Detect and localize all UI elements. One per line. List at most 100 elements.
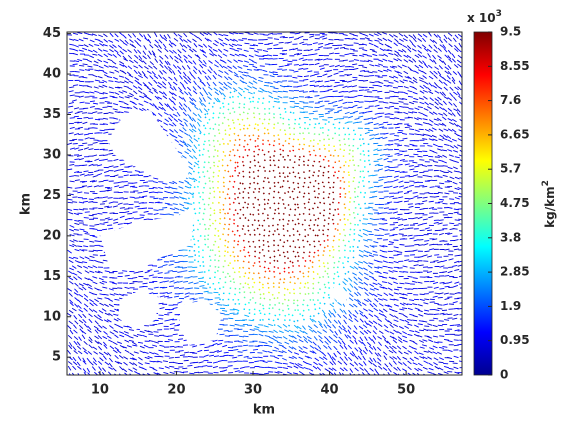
field-arrow	[357, 299, 362, 304]
field-arrow	[377, 69, 383, 73]
field-arrow	[292, 181, 295, 184]
field-arrow	[327, 110, 333, 113]
field-arrow	[98, 277, 104, 281]
field-arrow	[238, 123, 241, 126]
field-arrow	[417, 304, 423, 307]
field-arrow	[252, 96, 255, 99]
field-arrow	[277, 207, 280, 210]
field-arrow	[333, 47, 339, 50]
field-arrow	[98, 366, 102, 371]
field-arrow	[302, 318, 305, 321]
field-arrow	[234, 139, 237, 142]
field-arrow	[222, 105, 225, 108]
field-arrow	[332, 266, 335, 269]
field-arrow	[338, 70, 344, 73]
field-arrow	[107, 352, 112, 357]
field-arrow	[257, 175, 260, 178]
field-arrow	[318, 335, 323, 340]
field-arrow	[243, 103, 246, 106]
field-arrow	[309, 80, 315, 83]
field-arrow	[312, 329, 317, 334]
field-arrow	[163, 122, 169, 126]
field-arrow	[222, 92, 226, 98]
field-arrow	[239, 366, 245, 369]
field-arrow	[319, 67, 325, 70]
field-arrow	[233, 233, 236, 236]
field-arrow	[424, 240, 430, 242]
field-arrow	[232, 148, 235, 151]
field-arrow	[362, 228, 368, 232]
field-arrow	[277, 134, 280, 137]
field-arrow	[237, 47, 243, 50]
field-arrow	[403, 351, 409, 355]
field-arrow	[298, 57, 304, 60]
field-arrow	[109, 91, 115, 94]
field-arrow	[244, 303, 247, 306]
field-arrow	[402, 38, 408, 42]
field-arrow	[422, 75, 427, 79]
field-arrow	[397, 251, 403, 253]
field-arrow	[226, 142, 230, 146]
field-arrow	[254, 245, 257, 249]
field-arrow	[368, 262, 374, 265]
field-arrow	[212, 53, 218, 57]
field-arrow	[238, 106, 241, 109]
field-arrow	[103, 170, 110, 173]
field-arrow	[342, 228, 345, 231]
field-arrow	[109, 45, 114, 49]
field-arrow	[208, 60, 213, 64]
field-arrow	[343, 287, 347, 292]
field-arrow	[229, 38, 235, 42]
field-arrow	[298, 349, 304, 354]
field-arrow	[281, 185, 284, 188]
field-arrow	[77, 121, 83, 124]
field-arrow	[263, 127, 266, 130]
field-arrow	[202, 97, 206, 102]
field-arrow	[288, 137, 291, 140]
field-arrow	[411, 347, 417, 350]
field-arrow	[313, 202, 316, 205]
field-arrow	[252, 213, 255, 216]
field-arrow	[402, 265, 408, 268]
field-arrow	[368, 313, 374, 317]
field-arrow	[78, 309, 84, 313]
field-arrow	[327, 47, 333, 49]
field-arrow	[392, 349, 397, 354]
field-arrow	[327, 217, 330, 220]
field-arrow	[69, 244, 75, 248]
field-arrow	[327, 275, 330, 279]
field-arrow	[271, 367, 278, 369]
field-arrow	[273, 164, 276, 167]
field-arrow	[272, 244, 276, 247]
field-arrow	[424, 128, 430, 132]
field-arrow	[383, 355, 388, 360]
field-arrow	[192, 117, 196, 123]
field-arrow	[402, 218, 408, 221]
field-arrow	[82, 224, 88, 226]
field-arrow	[393, 42, 398, 47]
field-arrow	[103, 53, 109, 58]
field-arrow	[368, 320, 374, 324]
field-arrow	[288, 172, 291, 175]
field-arrow	[327, 281, 330, 284]
field-arrow	[218, 160, 221, 163]
field-arrow	[427, 323, 433, 326]
field-arrow	[249, 298, 252, 301]
field-arrow	[252, 333, 258, 336]
field-arrow	[234, 161, 237, 164]
field-arrow	[153, 331, 159, 333]
field-arrow	[173, 32, 178, 37]
field-arrow	[362, 66, 368, 69]
field-arrow	[359, 336, 364, 342]
field-arrow	[102, 49, 108, 52]
field-arrow	[277, 80, 283, 83]
field-arrow	[322, 275, 325, 278]
field-arrow	[409, 143, 415, 146]
field-arrow	[343, 44, 349, 46]
field-arrow	[287, 257, 290, 260]
field-arrow	[114, 92, 120, 96]
field-arrow	[292, 233, 295, 236]
field-arrow	[296, 203, 299, 206]
field-arrow	[327, 88, 333, 91]
field-arrow	[113, 158, 119, 161]
